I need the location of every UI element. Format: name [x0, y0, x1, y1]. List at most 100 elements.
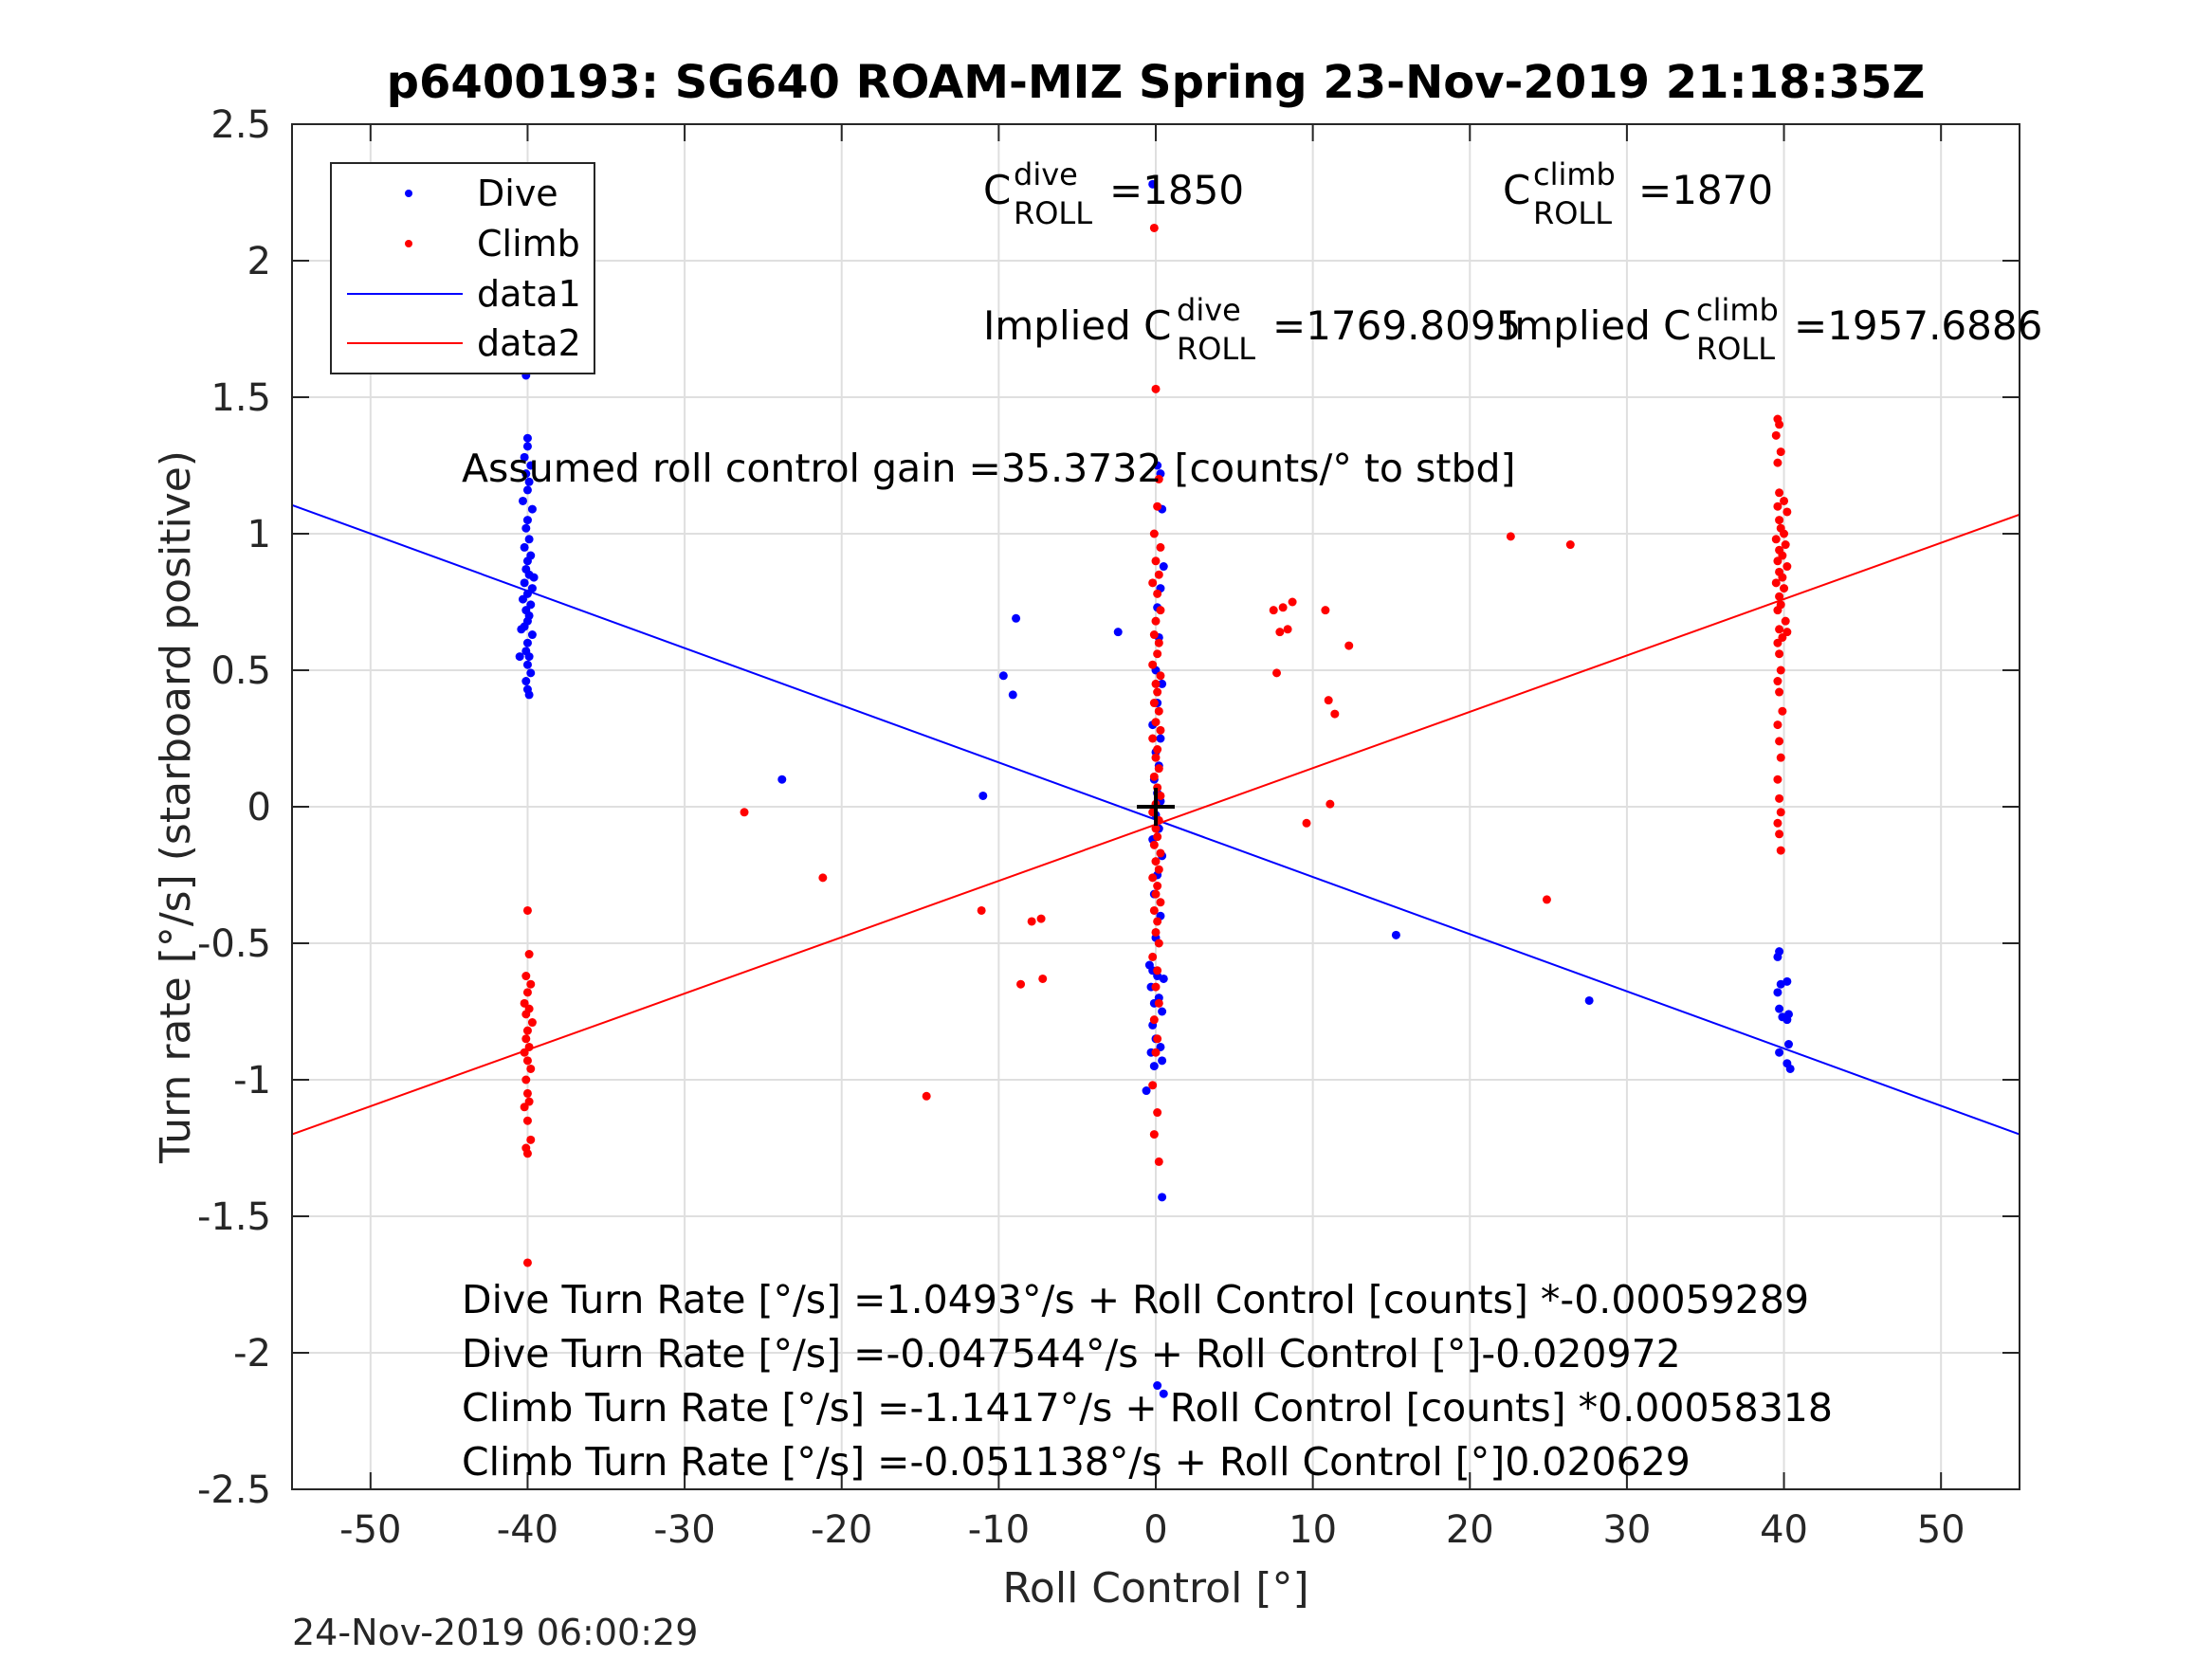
svg-text:Implied C: Implied C [1503, 302, 1691, 349]
climb-point [1278, 603, 1288, 612]
climb-point [1154, 998, 1163, 1008]
x-tick-label: 50 [1917, 1508, 1965, 1552]
dive-point [526, 668, 536, 678]
climb-point [1149, 699, 1159, 708]
dive-point [1153, 1381, 1162, 1391]
dive-point [978, 791, 988, 800]
climb-point [1148, 952, 1158, 961]
x-tick-label: 40 [1760, 1508, 1808, 1552]
legend-dive-marker [405, 190, 412, 197]
climb-point [1775, 793, 1784, 803]
climb-point [1773, 458, 1782, 467]
climb-point [1151, 889, 1161, 899]
dive-point [1158, 679, 1167, 688]
climb-point [1565, 540, 1575, 550]
climb-point [1154, 706, 1163, 716]
climb-point [1773, 606, 1782, 615]
y-tick-label: 0 [247, 786, 271, 830]
svg-text:=1850: =1850 [1109, 167, 1244, 213]
y-tick-label: -1.5 [197, 1195, 271, 1239]
climb-point [522, 988, 532, 997]
climb-point [1148, 1081, 1158, 1090]
climb-point [1771, 535, 1781, 544]
x-tick-label: -20 [811, 1508, 872, 1552]
dive-point [526, 461, 536, 470]
climb-point [1154, 1157, 1163, 1166]
svg-text:ROLL: ROLL [1696, 331, 1775, 367]
climb-point [1780, 496, 1789, 505]
dive-point [522, 442, 532, 451]
x-tick-label: -30 [653, 1508, 715, 1552]
dive-point [777, 775, 787, 784]
dive-point [1775, 1048, 1784, 1057]
legend-climb-label: Climb [477, 223, 580, 264]
y-tick-labels: 2.5 2 1.5 1 0.5 0 -0.5 -1 -1.5 -2 -2.5 [197, 103, 271, 1512]
svg-text:C: C [983, 167, 1011, 213]
dive-point [1773, 988, 1782, 997]
climb-point [1156, 671, 1165, 681]
svg-text:Implied C: Implied C [983, 302, 1171, 349]
climb-point [1153, 745, 1162, 755]
climb-point [1149, 630, 1159, 640]
climb-point [1153, 882, 1162, 891]
climb-point [1321, 606, 1330, 615]
climb-point [526, 979, 536, 989]
climb-point [521, 1034, 531, 1044]
climb-point [1775, 737, 1784, 746]
climb-point [1151, 1048, 1161, 1057]
svg-text:=1957.6886: =1957.6886 [1794, 302, 2042, 349]
dive-point [1784, 1040, 1794, 1049]
dive-point [1782, 1015, 1792, 1025]
dive-point [1785, 1064, 1795, 1073]
climb-point [1151, 556, 1161, 566]
climb-point [1149, 905, 1159, 915]
dive-point [522, 556, 532, 566]
dive-point [515, 652, 524, 662]
climb-point [1016, 979, 1026, 989]
climb-point [1156, 791, 1165, 800]
dive-point [521, 677, 531, 686]
dive-point [1159, 974, 1168, 983]
climb-point [1775, 420, 1784, 429]
climb-point [1283, 625, 1292, 634]
svg-text:=1870: =1870 [1638, 167, 1773, 213]
climb-point [1288, 597, 1297, 607]
climb-point [1302, 818, 1311, 828]
climb-point [1148, 578, 1158, 588]
svg-text:climb: climb [1533, 156, 1616, 192]
dive-point [1142, 1086, 1151, 1096]
climb-point [1775, 830, 1784, 839]
y-tick-label: 1 [247, 513, 271, 556]
svg-text:ROLL: ROLL [1177, 331, 1255, 367]
climb-point [1153, 1108, 1162, 1118]
annotation-implied-climb: Implied C climb ROLL =1957.6886 [1503, 292, 2042, 367]
svg-text:C: C [1503, 167, 1530, 213]
climb-point [1325, 799, 1335, 809]
climb-point [1782, 562, 1792, 572]
climb-point [818, 873, 828, 883]
x-tick-label: -40 [497, 1508, 558, 1552]
climb-point [1154, 939, 1163, 948]
climb-point [1149, 529, 1159, 538]
x-tick-label: 30 [1602, 1508, 1651, 1552]
dive-point [1782, 976, 1792, 986]
data-points [515, 179, 1795, 1398]
dive-point [1391, 930, 1400, 939]
climb-point [1153, 589, 1162, 598]
climb-point [522, 1258, 532, 1267]
dive-point [1775, 1004, 1784, 1013]
dive-point [1149, 1062, 1159, 1071]
svg-text:ROLL: ROLL [1014, 195, 1092, 231]
climb-point [1775, 687, 1784, 697]
climb-point [1154, 570, 1163, 579]
climb-point [1154, 638, 1163, 647]
climb-point [1149, 1015, 1159, 1025]
dive-point [1158, 1056, 1167, 1066]
y-tick-label: -2.5 [197, 1468, 271, 1512]
svg-text:=1769.8095: =1769.8095 [1272, 302, 1521, 349]
climb-point [1775, 488, 1784, 498]
climb-point [1154, 865, 1163, 874]
climb-point [1771, 430, 1781, 440]
climb-point [1330, 709, 1340, 719]
